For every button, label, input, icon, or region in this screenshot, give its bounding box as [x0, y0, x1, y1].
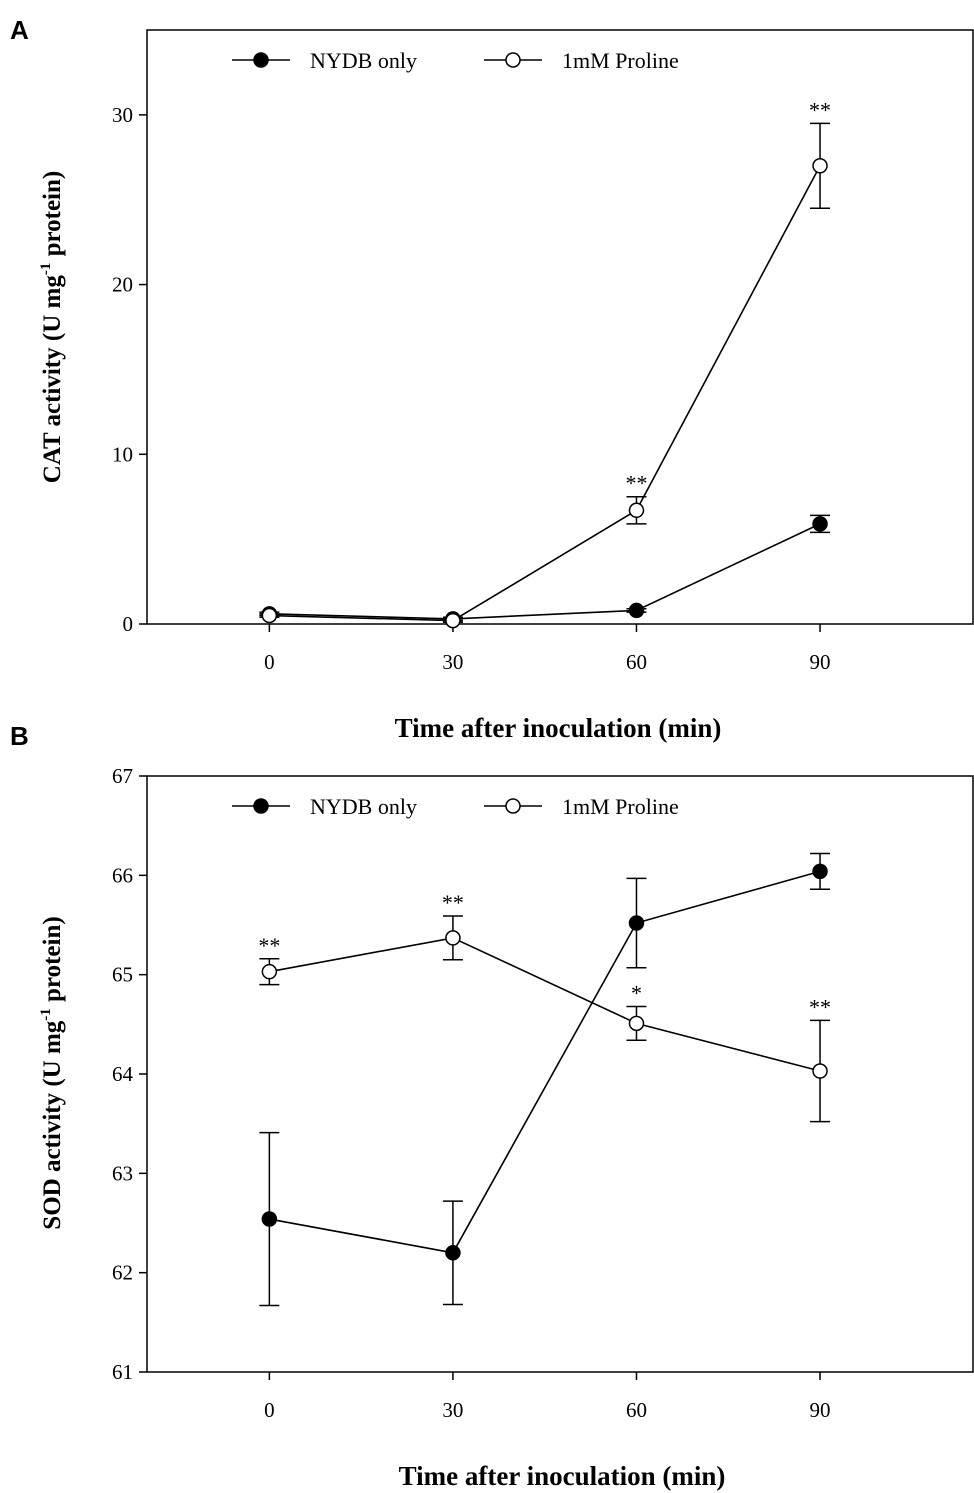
panel-a-y-tick-label: 30 — [112, 103, 133, 127]
panel-b-y-tick-label: 61 — [112, 1360, 133, 1384]
panel-a-data-point — [628, 602, 645, 619]
panel-a-x-tick-label: 30 — [442, 650, 463, 674]
panel-b-y-tick-label: 64 — [112, 1062, 134, 1086]
panel-a-data-point — [628, 502, 645, 519]
panel-b-x-tick-label: 90 — [810, 1398, 831, 1422]
panel-b-x-tick-label: 30 — [442, 1398, 463, 1422]
panel-a-legend-marker — [505, 52, 521, 68]
panel-b-x-tick-label: 0 — [264, 1398, 275, 1422]
panel-a-plot-frame — [146, 29, 974, 625]
panel-a-data-point — [812, 158, 828, 174]
panel-a-legend-label: NYDB only — [310, 48, 417, 73]
panel-b-significance-label: ** — [809, 994, 831, 1019]
panel-a-y-tick-label: 10 — [112, 442, 133, 466]
panel-b-data-point — [812, 863, 828, 880]
panel-b-significance-label: ** — [442, 890, 464, 915]
panel-b-series-line-1 — [269, 937, 821, 1072]
panel-b-legend-label: 1mM Proline — [562, 794, 679, 819]
panel-b-y-tick-label: 65 — [112, 963, 133, 987]
panel-a-x-tick-label: 90 — [810, 650, 831, 674]
panel-b-data-point — [628, 1015, 645, 1032]
panel-b-y-tick-label: 63 — [112, 1161, 133, 1185]
panel-b-data-point — [628, 915, 645, 931]
panel-a-x-tick-label: 60 — [626, 650, 647, 674]
panel-a-legend: NYDB only 1mM Proline — [232, 48, 679, 73]
panel-a-chart: A 0 10 20 30 0 30 60 90 ** ** NYDB only 1mM Proli… — [10, 15, 974, 743]
panel-b-legend-marker — [253, 798, 269, 814]
panel-a-series: ** ** — [259, 97, 831, 629]
panel-b-legend-label: NYDB only — [310, 794, 417, 819]
panel-a-data-point — [445, 612, 461, 629]
panel-a-legend-marker — [253, 52, 269, 68]
panel-b-y-axis-label: SOD activity (U mg-1 protein) — [38, 916, 66, 1229]
panel-b-data-point — [261, 963, 278, 980]
panel-b-y-tick-label: 67 — [112, 764, 133, 788]
panel-a-label: A — [10, 15, 29, 45]
panel-b-legend-marker — [505, 798, 521, 814]
panel-a-legend-label: 1mM Proline — [562, 48, 679, 73]
panel-b-x-tick-label: 60 — [626, 1398, 647, 1422]
panel-a-axes: 0 10 20 30 0 30 60 90 — [112, 103, 831, 674]
panel-a-x-tick-label: 0 — [264, 650, 275, 674]
panel-a-y-axis-label: CAT activity (U mg-1 protein) — [38, 171, 66, 483]
panel-a-y-tick-label: 0 — [123, 612, 134, 636]
panel-a-data-point — [812, 516, 828, 532]
panel-a-series-line-0 — [269, 523, 821, 620]
panel-b-series: ******* — [258, 852, 831, 1307]
panel-a-x-axis-label: Time after inoculation (min) — [395, 713, 722, 743]
panel-b-x-axis-label: Time after inoculation (min) — [399, 1461, 726, 1491]
panel-b-series-line-0 — [269, 870, 821, 1254]
panel-b-data-point — [812, 1063, 828, 1079]
panel-b-legend: NYDB only 1mM Proline — [232, 794, 679, 819]
panel-a-series-line-1 — [269, 165, 821, 622]
panel-b-plot-frame — [146, 775, 974, 1373]
panel-a-significance-label: ** — [809, 97, 831, 122]
panel-b-y-tick-label: 66 — [112, 863, 133, 887]
panel-b-axes: 61 62 63 64 65 66 67 0 30 60 90 — [112, 764, 831, 1422]
panel-a-significance-label: ** — [625, 471, 647, 496]
panel-b-significance-label: ** — [258, 933, 280, 958]
panel-b-data-point — [445, 1245, 461, 1261]
panel-b-significance-label: * — [631, 980, 642, 1005]
panel-b-data-point — [445, 930, 461, 946]
panel-a-y-tick-label: 20 — [112, 273, 133, 297]
panel-b-label: B — [10, 721, 29, 751]
panel-b-data-point — [261, 1211, 278, 1227]
panel-a-data-point — [261, 607, 278, 624]
panel-b-y-tick-label: 62 — [112, 1261, 133, 1285]
